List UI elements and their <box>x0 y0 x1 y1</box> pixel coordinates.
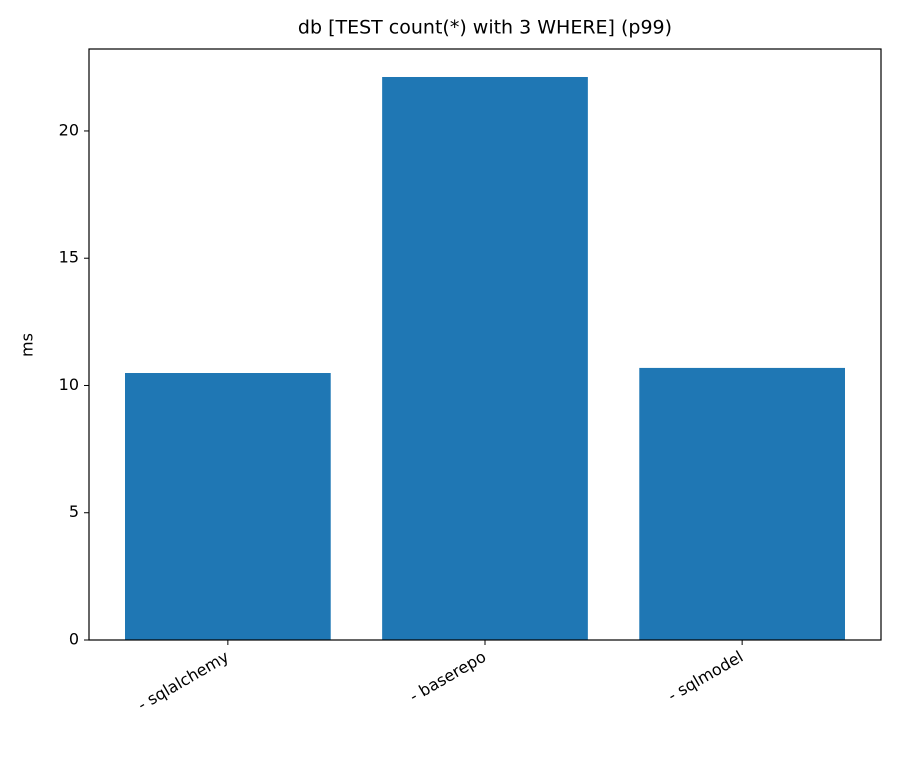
x-tick-label: - sqlmodel <box>664 647 746 705</box>
y-tick-label: 15 <box>59 248 79 267</box>
bar <box>639 367 845 640</box>
chart-title: db [TEST count(*) with 3 WHERE] (p99) <box>298 17 672 39</box>
y-tick-label: 20 <box>59 120 79 139</box>
y-tick-label: 0 <box>69 630 79 649</box>
y-tick-label: 5 <box>69 502 79 521</box>
plot-frame <box>88 48 882 641</box>
x-tick-label: - baserepo <box>406 647 489 706</box>
bar <box>382 76 588 640</box>
x-tick-label: - sqlalchemy <box>134 647 232 714</box>
y-tick-label: 10 <box>59 375 79 394</box>
bar <box>125 373 331 640</box>
y-axis-label: ms <box>18 333 37 357</box>
